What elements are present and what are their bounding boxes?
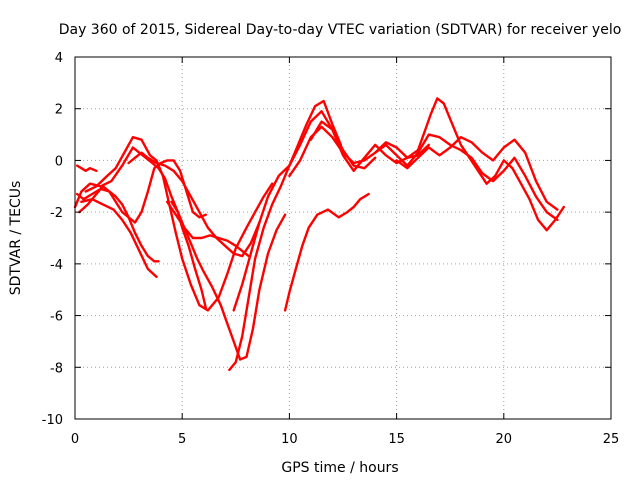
x-tick-label: 10 [281, 432, 298, 447]
series-track-4 [80, 197, 158, 278]
y-tick-label: 0 [55, 154, 63, 169]
x-tick-label: 0 [71, 432, 79, 447]
series-track-3 [84, 135, 274, 312]
y-tick-label: -4 [50, 258, 63, 273]
y-tick-label: 2 [55, 103, 63, 118]
data-series-group [73, 97, 565, 372]
chart-title: Day 360 of 2015, Sidereal Day-to-day VTE… [59, 22, 622, 38]
series-track-11 [309, 97, 565, 232]
grid-lines [75, 57, 611, 419]
y-axis-label: SDTVAR / TECUs [8, 181, 24, 296]
series-track-5 [75, 187, 160, 263]
series-track-15 [75, 164, 98, 173]
series-track-6 [170, 200, 287, 361]
x-tick-label: 5 [178, 432, 186, 447]
y-tick-label: -8 [50, 361, 63, 376]
series-track-8 [283, 192, 370, 312]
series-track-13 [395, 135, 559, 211]
series-track-7 [228, 99, 343, 372]
x-axis-label: GPS time / hours [281, 460, 398, 476]
series-track-14 [165, 200, 250, 258]
x-tick-label: 20 [496, 432, 513, 447]
axis-ticks: 0 5 10 15 20 25 -10 -8 -6 -4 -2 0 2 4 [42, 51, 620, 447]
y-tick-label: -2 [50, 206, 63, 221]
series-track-16 [127, 151, 261, 258]
y-tick-label: -6 [50, 310, 63, 325]
series-track-1 [73, 146, 208, 309]
y-tick-label: 4 [55, 51, 63, 66]
x-tick-label: 15 [388, 432, 405, 447]
series-track-12 [374, 133, 559, 222]
plot-frame [74, 56, 612, 420]
x-tick-label: 25 [603, 432, 620, 447]
y-tick-label: -10 [42, 413, 63, 428]
